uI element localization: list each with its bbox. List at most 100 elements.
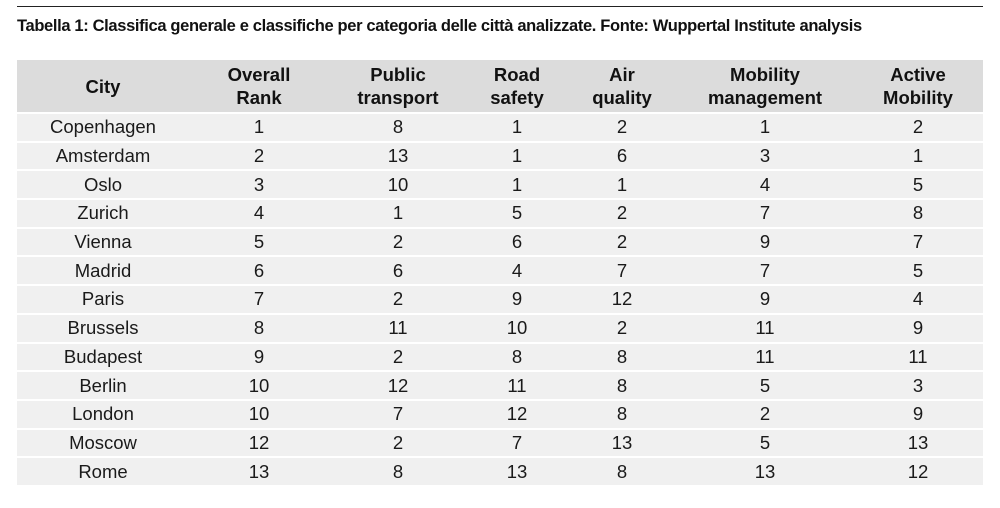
cell-city: Berlin: [17, 372, 189, 399]
header-public-transport: Public transport: [329, 60, 467, 112]
table-body: Copenhagen 1 8 1 2 1 2 Amsterdam 2 13 1 …: [17, 114, 983, 485]
cell-city: London: [17, 400, 189, 428]
cell-public-transport: 8: [329, 114, 467, 141]
table-row: Amsterdam 2 13 1 6 3 1: [17, 142, 983, 170]
cell-overall-rank: 5: [189, 228, 329, 256]
cell-overall-rank: 9: [189, 343, 329, 371]
header-overall-rank-line1: Overall: [227, 64, 291, 85]
cell-road-safety: 9: [467, 286, 567, 313]
top-rule: [17, 6, 983, 7]
cell-air-quality: 8: [567, 400, 677, 428]
header-active-mobility-line1: Active: [890, 64, 946, 85]
cell-air-quality: 2: [567, 314, 677, 342]
table-row: Zurich 4 1 5 2 7 8: [17, 200, 983, 227]
cell-overall-rank: 6: [189, 257, 329, 285]
cell-city: Budapest: [17, 343, 189, 371]
cell-public-transport: 11: [329, 314, 467, 342]
header-air-quality-line2: quality: [592, 87, 652, 108]
cell-mobility-management: 2: [677, 400, 853, 428]
header-active-mobility-line2: Mobility: [883, 87, 953, 108]
cell-overall-rank: 8: [189, 314, 329, 342]
cell-overall-rank: 1: [189, 114, 329, 141]
ranking-table: City Overall Rank Public transport Road saf…: [17, 58, 983, 487]
header-mobility-management: Mobility management: [677, 60, 853, 112]
header-mobility-management-line2: management: [707, 87, 823, 108]
cell-air-quality: 7: [567, 257, 677, 285]
cell-active-mobility: 9: [853, 400, 983, 428]
cell-overall-rank: 4: [189, 200, 329, 227]
header-air-quality-line1: Air: [609, 64, 635, 85]
cell-public-transport: 1: [329, 200, 467, 227]
header-road-safety-line1: Road: [493, 64, 541, 85]
cell-overall-rank: 3: [189, 171, 329, 199]
cell-road-safety: 6: [467, 228, 567, 256]
cell-city: Oslo: [17, 171, 189, 199]
cell-air-quality: 8: [567, 372, 677, 399]
cell-active-mobility: 12: [853, 458, 983, 485]
header-mobility-management-line1: Mobility: [730, 64, 800, 85]
cell-city: Brussels: [17, 314, 189, 342]
cell-active-mobility: 2: [853, 114, 983, 141]
cell-mobility-management: 7: [677, 257, 853, 285]
header-overall-rank-line2: Rank: [236, 87, 282, 108]
header-road-safety-line2: safety: [490, 87, 544, 108]
cell-active-mobility: 3: [853, 372, 983, 399]
table-row: Berlin 10 12 11 8 5 3: [17, 372, 983, 399]
cell-public-transport: 7: [329, 400, 467, 428]
cell-city: Rome: [17, 458, 189, 485]
cell-city: Copenhagen: [17, 114, 189, 141]
cell-air-quality: 2: [567, 114, 677, 141]
cell-city: Zurich: [17, 200, 189, 227]
cell-air-quality: 8: [567, 458, 677, 485]
cell-overall-rank: 13: [189, 458, 329, 485]
cell-active-mobility: 9: [853, 314, 983, 342]
table-row: Copenhagen 1 8 1 2 1 2: [17, 114, 983, 141]
cell-mobility-management: 9: [677, 286, 853, 313]
header-public-transport-line2: transport: [357, 87, 439, 108]
header-city: City: [17, 60, 189, 112]
cell-road-safety: 1: [467, 114, 567, 141]
cell-active-mobility: 5: [853, 171, 983, 199]
cell-air-quality: 13: [567, 429, 677, 457]
table-row: Brussels 8 11 10 2 11 9: [17, 314, 983, 342]
cell-mobility-management: 5: [677, 429, 853, 457]
cell-public-transport: 12: [329, 372, 467, 399]
cell-road-safety: 5: [467, 200, 567, 227]
cell-air-quality: 8: [567, 343, 677, 371]
header-row: City Overall Rank Public transport Road saf…: [17, 60, 983, 112]
cell-road-safety: 1: [467, 142, 567, 170]
cell-city: Amsterdam: [17, 142, 189, 170]
cell-active-mobility: 5: [853, 257, 983, 285]
cell-public-transport: 2: [329, 343, 467, 371]
cell-road-safety: 13: [467, 458, 567, 485]
header-road-safety: Road safety: [467, 60, 567, 112]
cell-active-mobility: 1: [853, 142, 983, 170]
table-row: Vienna 5 2 6 2 9 7: [17, 228, 983, 256]
cell-mobility-management: 5: [677, 372, 853, 399]
table-row: Madrid 6 6 4 7 7 5: [17, 257, 983, 285]
cell-mobility-management: 11: [677, 343, 853, 371]
header-air-quality: Air quality: [567, 60, 677, 112]
cell-overall-rank: 7: [189, 286, 329, 313]
cell-mobility-management: 11: [677, 314, 853, 342]
cell-city: Vienna: [17, 228, 189, 256]
cell-mobility-management: 4: [677, 171, 853, 199]
table-row: London 10 7 12 8 2 9: [17, 400, 983, 428]
header-city-label: City: [85, 75, 121, 97]
table-row: Moscow 12 2 7 13 5 13: [17, 429, 983, 457]
cell-public-transport: 13: [329, 142, 467, 170]
table-row: Oslo 3 10 1 1 4 5: [17, 171, 983, 199]
cell-active-mobility: 13: [853, 429, 983, 457]
cell-overall-rank: 12: [189, 429, 329, 457]
cell-mobility-management: 7: [677, 200, 853, 227]
cell-mobility-management: 13: [677, 458, 853, 485]
cell-air-quality: 2: [567, 200, 677, 227]
cell-public-transport: 6: [329, 257, 467, 285]
cell-public-transport: 2: [329, 228, 467, 256]
cell-road-safety: 11: [467, 372, 567, 399]
cell-air-quality: 12: [567, 286, 677, 313]
cell-mobility-management: 3: [677, 142, 853, 170]
cell-overall-rank: 10: [189, 400, 329, 428]
cell-road-safety: 7: [467, 429, 567, 457]
header-public-transport-line1: Public: [370, 64, 426, 85]
